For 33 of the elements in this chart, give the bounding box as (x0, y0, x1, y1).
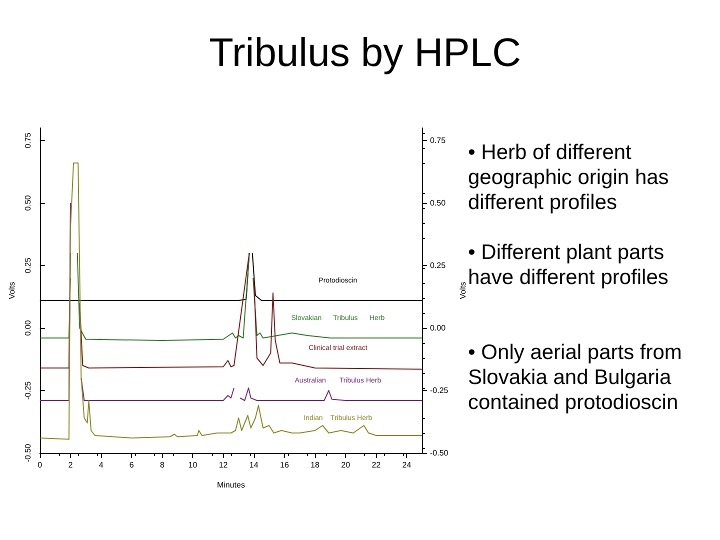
y-tick-label: 0.75 (23, 132, 32, 148)
y2-tick-label: -0.50 (430, 448, 449, 458)
y-tick-label: -0.25 (23, 380, 32, 400)
x-tick-label: 12 (218, 460, 228, 470)
x-tick-label: 16 (280, 460, 290, 470)
y-tick-label: 0.50 (23, 194, 32, 211)
text: • Only aerial parts from Slovakia and Bulgaria contained protodioscin (468, 341, 688, 414)
x-axis-title: Minutes (216, 480, 245, 490)
y-tick-label: -0.50 (23, 443, 32, 462)
x-tick-label: 20 (341, 460, 351, 470)
x-tick-label: 14 (249, 460, 259, 470)
y2-tick-label: 0.00 (430, 324, 446, 332)
x-tick-label: 4 (98, 460, 104, 470)
text: • Different plant parts have different profiles (468, 241, 670, 289)
text: • Herb of different geographic origin has different profiles (468, 141, 675, 214)
x-tick-label: 2 (68, 460, 74, 470)
x-tick-label: 6 (129, 460, 134, 470)
y2-axis-title: Volts (458, 282, 468, 300)
x-tick-label: 22 (372, 460, 382, 470)
y-axis-title: Volts (8, 282, 16, 300)
x-tick-label: 0 (38, 460, 43, 470)
y2-tick-label: 0.75 (430, 136, 446, 145)
x-tick-label: 24 (402, 460, 412, 470)
x-tick-label: 10 (188, 460, 198, 470)
x-tick-label: 8 (160, 460, 165, 470)
x-tick-label: 18 (310, 460, 320, 470)
y-tick-label: 0.00 (23, 320, 32, 336)
y-tick-label: 0.25 (23, 257, 32, 274)
chart-title: Tribulus by HPLC (209, 31, 521, 75)
y2-tick-label: -0.25 (430, 386, 449, 395)
line-series (39, 162, 422, 440)
y2-tick-label: 0.50 (430, 198, 446, 208)
y2-tick-label: 0.25 (430, 261, 446, 270)
